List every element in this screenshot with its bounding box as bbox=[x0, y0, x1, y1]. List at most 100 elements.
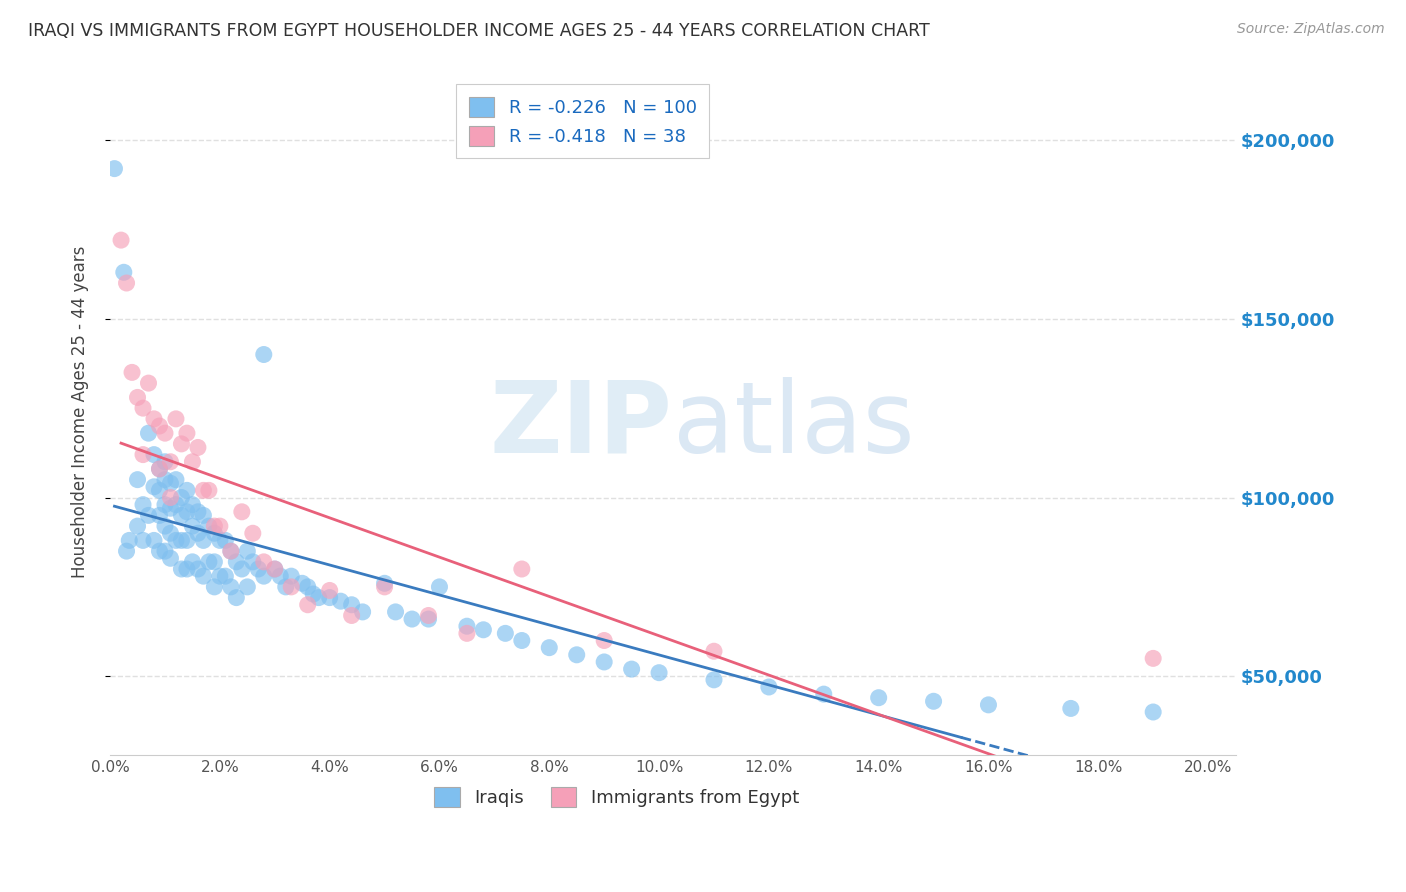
Point bbox=[202, 555, 225, 569]
Point bbox=[176, 505, 198, 519]
Point bbox=[153, 519, 176, 533]
Point bbox=[143, 480, 166, 494]
Point bbox=[297, 598, 319, 612]
Point bbox=[225, 555, 247, 569]
Point bbox=[198, 555, 221, 569]
Point bbox=[1060, 701, 1083, 715]
Point bbox=[456, 626, 478, 640]
Point bbox=[620, 662, 643, 676]
Point bbox=[297, 580, 319, 594]
Point bbox=[159, 491, 181, 505]
Point bbox=[153, 498, 176, 512]
Point bbox=[159, 455, 181, 469]
Point bbox=[318, 591, 340, 605]
Point bbox=[115, 544, 138, 558]
Point bbox=[202, 526, 225, 541]
Point bbox=[127, 391, 149, 405]
Point bbox=[318, 583, 340, 598]
Point bbox=[593, 655, 616, 669]
Point bbox=[159, 501, 181, 516]
Y-axis label: Householder Income Ages 25 - 44 years: Householder Income Ages 25 - 44 years bbox=[72, 245, 89, 578]
Point bbox=[813, 687, 835, 701]
Point bbox=[202, 580, 225, 594]
Point bbox=[202, 519, 225, 533]
Point bbox=[187, 441, 209, 455]
Point bbox=[352, 605, 374, 619]
Point bbox=[302, 587, 325, 601]
Point bbox=[153, 544, 176, 558]
Point bbox=[165, 412, 187, 426]
Point bbox=[112, 265, 135, 279]
Point bbox=[280, 569, 302, 583]
Point bbox=[187, 562, 209, 576]
Point bbox=[510, 562, 533, 576]
Point bbox=[138, 508, 160, 523]
Point bbox=[253, 569, 276, 583]
Point bbox=[429, 580, 451, 594]
Point bbox=[208, 569, 231, 583]
Point bbox=[176, 426, 198, 441]
Point bbox=[214, 569, 236, 583]
Point bbox=[187, 505, 209, 519]
Point bbox=[193, 569, 215, 583]
Point bbox=[170, 562, 193, 576]
Point bbox=[153, 426, 176, 441]
Point bbox=[308, 591, 330, 605]
Point bbox=[193, 483, 215, 498]
Point bbox=[456, 619, 478, 633]
Point bbox=[401, 612, 423, 626]
Point bbox=[138, 376, 160, 390]
Point bbox=[242, 555, 264, 569]
Point bbox=[103, 161, 125, 176]
Point bbox=[703, 673, 725, 687]
Point bbox=[1142, 705, 1164, 719]
Point bbox=[148, 544, 170, 558]
Text: ZIP: ZIP bbox=[489, 377, 673, 474]
Point bbox=[153, 455, 176, 469]
Point bbox=[219, 544, 242, 558]
Point bbox=[418, 612, 440, 626]
Point bbox=[922, 694, 945, 708]
Point bbox=[274, 580, 297, 594]
Point bbox=[148, 419, 170, 434]
Point bbox=[1142, 651, 1164, 665]
Point bbox=[132, 498, 155, 512]
Point bbox=[253, 555, 276, 569]
Text: Source: ZipAtlas.com: Source: ZipAtlas.com bbox=[1237, 22, 1385, 37]
Point bbox=[703, 644, 725, 658]
Point bbox=[143, 412, 166, 426]
Point bbox=[494, 626, 516, 640]
Point bbox=[538, 640, 561, 655]
Point bbox=[280, 580, 302, 594]
Point bbox=[181, 555, 204, 569]
Point bbox=[565, 648, 588, 662]
Point bbox=[472, 623, 495, 637]
Point bbox=[247, 562, 270, 576]
Legend: Iraqis, Immigrants from Egypt: Iraqis, Immigrants from Egypt bbox=[427, 780, 806, 814]
Point bbox=[170, 533, 193, 548]
Point bbox=[170, 491, 193, 505]
Point bbox=[170, 508, 193, 523]
Point bbox=[127, 473, 149, 487]
Point bbox=[208, 519, 231, 533]
Point bbox=[148, 462, 170, 476]
Point bbox=[219, 580, 242, 594]
Text: IRAQI VS IMMIGRANTS FROM EGYPT HOUSEHOLDER INCOME AGES 25 - 44 YEARS CORRELATION: IRAQI VS IMMIGRANTS FROM EGYPT HOUSEHOLD… bbox=[28, 22, 929, 40]
Point bbox=[148, 508, 170, 523]
Point bbox=[263, 562, 285, 576]
Point bbox=[110, 233, 132, 247]
Point bbox=[115, 276, 138, 290]
Point bbox=[181, 519, 204, 533]
Point bbox=[132, 448, 155, 462]
Point bbox=[198, 483, 221, 498]
Point bbox=[291, 576, 314, 591]
Point bbox=[159, 476, 181, 491]
Point bbox=[510, 633, 533, 648]
Point bbox=[181, 498, 204, 512]
Point bbox=[219, 544, 242, 558]
Point bbox=[121, 365, 143, 379]
Point bbox=[214, 533, 236, 548]
Point bbox=[132, 401, 155, 416]
Point bbox=[193, 508, 215, 523]
Point bbox=[143, 533, 166, 548]
